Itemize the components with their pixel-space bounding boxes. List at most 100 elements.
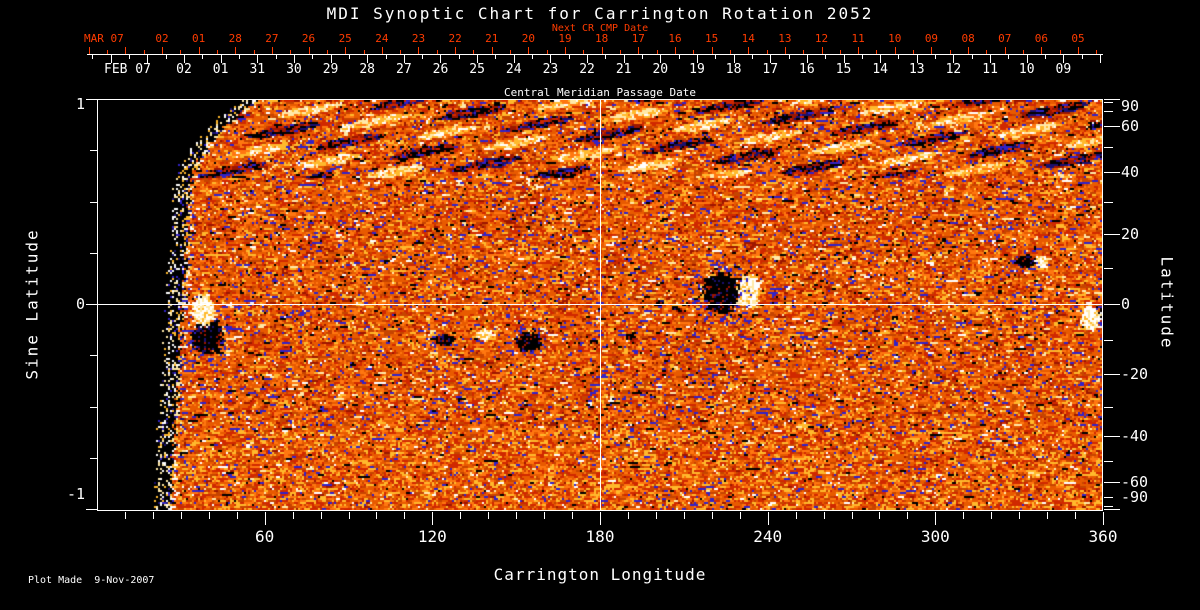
next-cr-day-label: 12 [814, 32, 829, 45]
cmp-tick [330, 55, 332, 63]
cmp-day-label: 17 [762, 62, 779, 77]
cmp-tick [184, 55, 185, 63]
cmp-day-label: 30 [286, 62, 302, 77]
left-minor-tick [90, 406, 97, 408]
left-tick-label: 0 [75, 295, 85, 313]
next-cr-tick [1096, 50, 1098, 54]
cmp-tick [275, 55, 277, 59]
cmp-tick [825, 55, 827, 59]
next-cr-tick [784, 47, 786, 54]
next-cr-tick [711, 47, 713, 54]
next-cr-axis-title: Next CR CMP Date [551, 23, 649, 34]
cmp-tick [147, 55, 149, 63]
next-cr-tick [418, 47, 420, 54]
right-major-tick [1104, 509, 1120, 510]
next-cr-tick [638, 47, 640, 54]
left-axis-title: Sine Latitude [22, 228, 42, 380]
right-tick-label: 90 [1121, 97, 1140, 115]
left-minor-tick [90, 201, 97, 203]
right-tick-label: -90 [1121, 488, 1149, 506]
cmp-day-label: 23 [542, 62, 559, 77]
next-cr-tick [1041, 47, 1043, 54]
date-axis-line [87, 54, 1103, 55]
left-minor-tick [90, 150, 97, 152]
bottom-minor-tick [320, 512, 322, 519]
bottom-tick-label: 300 [920, 527, 950, 546]
cmp-tick [843, 55, 845, 63]
cmp-tick [1008, 55, 1010, 59]
cmp-day-label: 21 [615, 62, 632, 77]
bottom-minor-tick [292, 512, 294, 519]
cmp-tick [220, 55, 222, 63]
next-cr-tick [601, 47, 603, 54]
next-cr-tick [162, 47, 163, 54]
bottom-tick-label: 240 [753, 527, 783, 546]
next-cr-tick [931, 47, 933, 54]
bottom-minor-tick [963, 512, 965, 519]
cmp-day-label: 11 [982, 62, 998, 77]
right-tick-label: -60 [1121, 472, 1149, 491]
right-minor-tick [1104, 496, 1113, 498]
cmp-axis-title: Central Meridian Passage Date [503, 86, 697, 99]
next-cr-tick [363, 50, 365, 54]
bottom-minor-tick [907, 512, 909, 519]
cmp-tick [385, 55, 387, 59]
next-cr-day-label: 15 [704, 32, 719, 45]
next-cr-tick [326, 50, 328, 54]
bottom-minor-tick [348, 512, 350, 519]
cmp-tick [312, 55, 314, 59]
next-cr-day-label: 08 [961, 32, 975, 45]
bottom-minor-tick [1019, 512, 1021, 519]
bottom-minor-tick [1075, 512, 1077, 519]
cmp-tick [92, 55, 94, 59]
cmp-day-label: 24 [505, 62, 522, 77]
next-cr-tick [308, 47, 310, 54]
bottom-minor-tick [208, 512, 210, 519]
cmp-day-label: 27 [396, 62, 412, 77]
cmp-tick [495, 55, 497, 59]
next-cr-tick [986, 50, 988, 54]
right-minor-tick [1104, 111, 1113, 113]
cmp-day-label: 16 [799, 62, 815, 77]
next-cr-tick [528, 47, 530, 54]
bottom-minor-tick [236, 512, 238, 519]
bottom-minor-tick [488, 512, 490, 519]
bottom-minor-tick [627, 512, 629, 519]
bottom-minor-tick [851, 512, 853, 519]
next-cr-tick [107, 50, 109, 54]
cmp-tick [935, 55, 937, 59]
bottom-minor-tick [711, 512, 713, 519]
cmp-tick [165, 55, 167, 59]
bottom-minor-tick [544, 512, 546, 519]
next-cr-day-label: 26 [301, 32, 316, 45]
bottom-minor-tick [124, 512, 126, 519]
bottom-minor-tick [572, 512, 574, 519]
cmp-tick [751, 55, 753, 59]
cmp-tick [953, 55, 955, 63]
next-cr-tick [913, 50, 915, 54]
next-cr-day-label: 01 [192, 32, 206, 45]
next-cr-tick [345, 47, 347, 54]
next-cr-tick [198, 47, 200, 54]
next-cr-tick [180, 50, 182, 54]
right-minor-tick [1104, 406, 1113, 408]
next-cr-tick [125, 47, 127, 54]
next-cr-tick [583, 50, 585, 54]
right-minor-tick [1104, 461, 1113, 463]
cmp-day-label: 28 [359, 62, 376, 77]
right-major-tick [1104, 233, 1120, 235]
next-cr-tick [253, 50, 255, 54]
left-minor-tick [90, 252, 97, 254]
cmp-tick [605, 55, 607, 59]
cmp-tick [403, 55, 405, 63]
right-major-tick [1104, 126, 1120, 128]
cmp-tick [568, 55, 570, 59]
right-major-tick [1104, 172, 1120, 174]
bottom-minor-tick [376, 512, 378, 519]
right-minor-tick [1104, 268, 1113, 270]
next-cr-tick [436, 50, 438, 54]
bottom-minor-tick [795, 512, 797, 519]
right-tick-label: 0 [1121, 295, 1131, 313]
next-cr-tick [235, 47, 237, 54]
